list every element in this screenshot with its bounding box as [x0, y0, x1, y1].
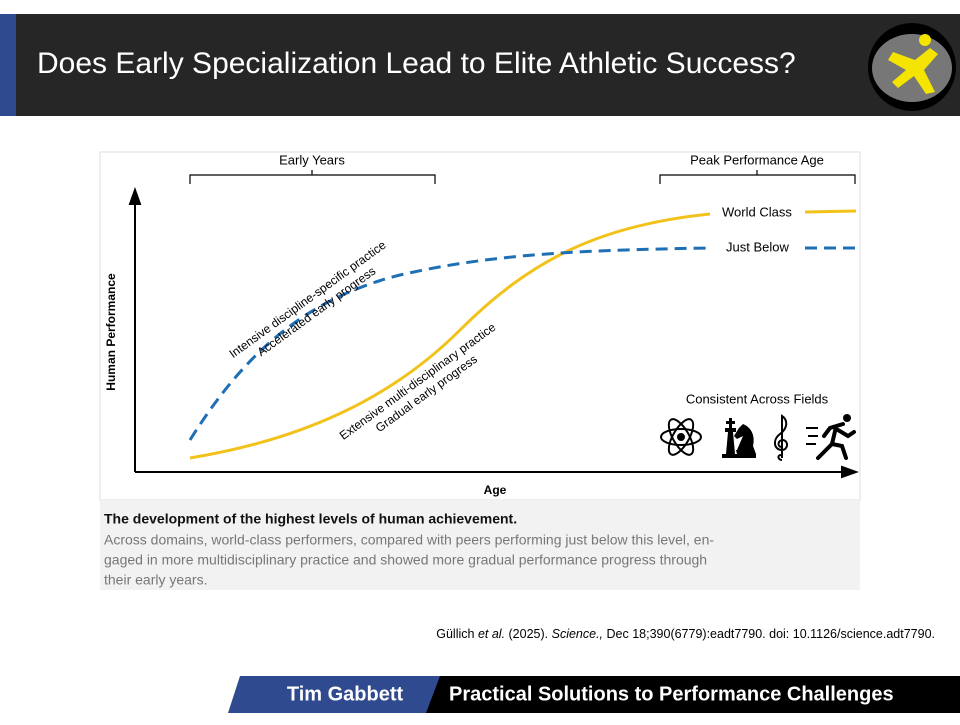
y-axis-label: Human Performance — [104, 273, 118, 391]
citation-author: Güllich — [436, 627, 478, 641]
footer-tagline: Practical Solutions to Performance Chall… — [449, 683, 894, 705]
chess-icon — [722, 418, 756, 458]
brackets — [189, 170, 856, 184]
bracket-label: Peak Performance Age — [690, 152, 824, 167]
citation: Güllich et al. (2025). Science., Dec 18;… — [436, 627, 935, 641]
runner-icon — [806, 414, 856, 460]
caption-title: The development of the highest levels of… — [104, 511, 517, 527]
just-below-curve — [188, 246, 711, 441]
caption-line: gaged in more multidisciplinary practice… — [104, 552, 707, 568]
bracket-label: Early Years — [279, 152, 345, 167]
curve-label: Just Below — [726, 239, 789, 254]
header-bar — [0, 14, 960, 116]
citation-etal: et al. — [478, 627, 505, 641]
citation-details: Dec 18;390(6779):eadt7790. doi: 10.1126/… — [603, 627, 935, 641]
citation-year: (2025). — [505, 627, 552, 641]
slide-title: Does Early Specialization Lead to Elite … — [37, 47, 796, 80]
clef-icon — [774, 414, 788, 461]
world-class-curve — [804, 209, 857, 214]
axes — [128, 187, 859, 479]
icons-label: Consistent Across Fields — [686, 391, 829, 406]
footer-name: Tim Gabbett — [287, 683, 404, 705]
footer-tagline-bg — [426, 676, 960, 713]
logo — [868, 23, 956, 111]
citation-journal: Science., — [552, 627, 603, 641]
caption-line: Across domains, world-class performers, … — [104, 532, 714, 548]
curve-label: World Class — [722, 204, 792, 219]
x-axis-label: Age — [484, 483, 507, 497]
world-class-curve — [189, 212, 711, 460]
header-accent — [0, 14, 16, 116]
atom-icon — [660, 418, 702, 456]
caption-line: their early years. — [104, 572, 207, 588]
caption-panel — [100, 500, 860, 590]
